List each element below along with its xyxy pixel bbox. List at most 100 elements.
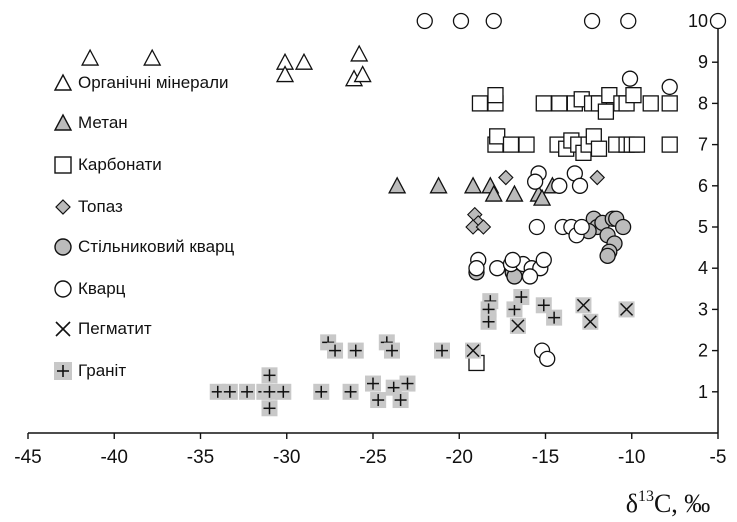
granite-point [506,301,523,318]
x-tick-label: -30 [273,447,300,468]
carbonates-point [518,136,535,153]
x-tick-label: -45 [14,447,41,468]
granite-point [313,383,330,400]
triangle-gray-icon [53,113,73,131]
x-mark-icon [55,321,71,337]
honeycomb-quartz-point [599,247,616,264]
quartz-point [489,260,506,277]
organic-minerals-point [81,48,100,66]
granite-point [261,367,278,384]
granite-point [261,400,278,417]
carbonates-point [489,128,506,145]
quartz-point [468,260,485,277]
organic-minerals-point [275,65,295,83]
carbonates-point [471,95,489,112]
legend-label: Карбонати [78,155,162,174]
legend-label: Стільниковий кварц [78,237,235,256]
granite-point [275,383,292,400]
quartz-point [452,12,470,30]
granite-point [535,297,552,314]
x-axis-label-main: δ [626,489,638,518]
y-tick-label: 4 [698,258,708,278]
x-axis-label-rest: C, ‰ [654,489,710,518]
topaz-point [465,219,481,235]
carbonates-point [661,95,678,112]
methane-point [484,184,503,202]
carbonates-point [551,95,568,112]
granite-point [392,392,409,409]
legend-label: Метан [78,113,128,132]
carbonates-point [625,87,642,104]
x-axis-label: δ13C, ‰ [626,488,711,518]
carbonates-point [535,95,552,112]
y-tick-label: 3 [698,299,708,319]
legend-item-topaz: Топаз [52,192,123,222]
granite-point [383,342,400,359]
granite-point [434,342,450,359]
granite-point [327,342,344,359]
triangle-open-icon [53,73,73,91]
x-tick-label: -35 [187,447,214,468]
carbonates-point [642,95,659,112]
legend-item-granite: Граніт [52,356,126,386]
legend-label: Топаз [78,197,123,216]
methane-point [532,188,552,206]
granite-point [261,383,278,400]
carbonates-point [601,87,618,104]
granite-point [513,289,530,306]
x-tick-label: -40 [101,447,128,468]
x-tick-label: -5 [710,447,727,468]
circle-gray-icon [54,238,72,256]
carbonates-point [487,87,504,104]
y-tick-label: 1 [698,382,708,402]
quartz-point [485,12,502,30]
legend-item-quartz: Кварц [52,274,125,304]
quartz-point [620,12,637,30]
quartz-point [661,78,678,96]
quartz-point [504,251,521,269]
organic-minerals-point [350,44,369,62]
legend-item-pegmatite: Пегматит [52,314,152,344]
x-tick-label: -15 [532,447,559,468]
legend-item-carbonates: Карбонати [52,150,162,180]
quartz-point [551,177,568,194]
diamond-gray-icon [55,199,71,215]
quartz-point [583,12,601,30]
topaz-point [589,169,606,186]
organic-minerals-point [294,52,314,70]
pegmatite-point [575,297,592,314]
quartz-point [521,268,539,285]
methane-point [429,176,448,194]
carbonates-point [661,136,678,153]
granite-point [370,392,387,409]
granite-point [347,342,364,359]
topaz-point [475,219,492,235]
granite-point [209,383,226,400]
granite-point [221,383,238,400]
quartz-point [573,218,590,236]
legend-label: Кварц [78,279,126,298]
honeycomb-quartz-point [614,218,632,236]
square-open-icon [54,156,72,174]
legend-label: Пегматит [78,319,152,338]
carbonates-point [628,136,646,153]
legend-item-honeycomb-quartz: Стільниковий кварц [52,232,234,262]
granite-point [385,379,402,396]
quartz-point [535,251,552,269]
quartz-point [527,173,544,190]
y-tick-label: 9 [698,52,708,72]
methane-point [388,176,407,194]
circle-open-icon [54,280,72,298]
organic-minerals-point [143,48,162,66]
quartz-point [528,218,546,236]
pegmatite-point [509,317,526,334]
granite-point [546,309,563,326]
granite-point [342,383,359,400]
methane-point [463,176,483,194]
legend-item-methane: Метан [52,108,128,138]
pegmatite-point [582,313,599,330]
legend-label: Граніт [78,361,127,380]
carbonates-point [590,140,608,157]
pegmatite-point [465,342,482,359]
